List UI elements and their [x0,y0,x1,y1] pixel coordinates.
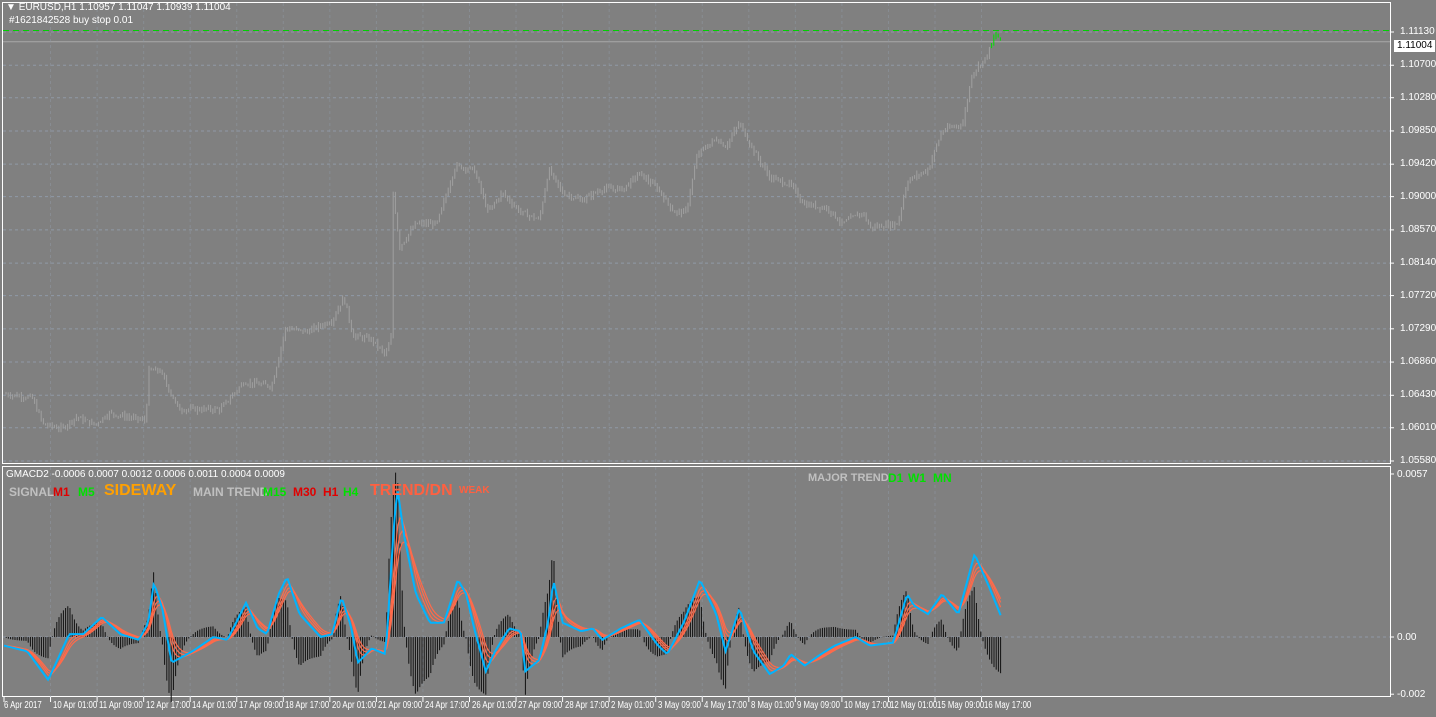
h1-label: H1 [323,485,339,499]
price-tick-label: 1.06430 [1400,389,1436,401]
time-tick-label: 18 Apr 17:00 [285,700,330,711]
d1-label: D1 [888,471,904,485]
major-trend-label: MAJOR TREND [808,472,889,484]
indicator-tick-label: 0.0057 [1397,468,1428,480]
price-panel-border [2,2,1391,464]
macd-line [3,491,1002,682]
m15-label: M15 [263,485,287,499]
main-trend-label: MAIN TREND [193,485,269,499]
indicator-tick-label: -0.002 [1397,689,1426,701]
price-tick-label: 1.08140 [1400,257,1436,269]
time-tick-label: 27 Apr 09:00 [518,700,563,711]
time-tick-label: 8 May 01:00 [750,700,794,711]
time-tick-label: 15 May 09:00 [937,700,985,711]
time-tick-label: 12 Apr 17:00 [145,700,190,711]
price-tick-label: 1.07720 [1400,289,1436,301]
time-tick-label: 16 May 17:00 [983,700,1031,711]
time-tick-label: 12 May 01:00 [890,700,938,711]
trend-strength-label: WEAK [459,485,490,496]
price-tick-label: 1.08570 [1400,223,1436,235]
signal-label: SIGNAL [9,485,55,499]
time-tick-label: 14 Apr 01:00 [192,700,237,711]
time-tick-label: 11 Apr 09:00 [99,700,143,711]
price-tick-label: 1.06860 [1400,356,1436,368]
time-tick-label: 10 May 17:00 [843,700,892,711]
time-tick-label: 4 May 17:00 [704,700,748,711]
price-tick-label: 1.10700 [1400,59,1436,71]
price-tick-label: 1.11130 [1400,26,1435,37]
indicator-tick-label: 0.00 [1397,632,1417,643]
time-tick-label: 28 Apr 17:00 [564,700,609,711]
price-tick-label: 1.09420 [1400,158,1436,170]
price-tick-label: 1.10280 [1400,91,1436,103]
time-tick-label: 6 Apr 2017 [4,700,42,711]
m1-label: M1 [53,485,70,499]
chart-header: ▼ EURUSD,H1 1.10957 1.11047 1.10939 1.11… [6,2,231,14]
price-tick-label: 1.09000 [1400,190,1436,202]
time-tick-label: 2 May 01:00 [611,700,655,711]
h4-label: H4 [343,485,359,499]
symbol-ohlc: EURUSD,H1 1.10957 1.11047 1.10939 1.1100… [18,2,231,13]
price-tick-label: 1.05580 [1400,455,1436,466]
time-tick-label: 20 Apr 01:00 [331,700,377,711]
indicator-title: GMACD2 -0.0006 0.0007 0.0012 0.0006 0.00… [6,469,285,480]
trend-direction-label: TREND/DN [370,482,453,499]
time-tick-label: 26 Apr 01:00 [471,700,516,711]
price-tick-label: 1.07290 [1400,322,1436,334]
buy-stop-order-label: #1621842528 buy stop 0.01 [9,15,133,26]
collapse-triangle-icon[interactable]: ▼ [6,2,16,13]
sideway-label: SIDEWAY [104,482,177,499]
time-tick-label: 3 May 09:00 [657,700,701,711]
time-tick-label: 21 Apr 09:00 [378,700,423,711]
signal-line [3,541,1002,672]
time-tick-label: 9 May 09:00 [797,700,841,711]
price-tick-label: 1.06010 [1400,421,1436,433]
w1-label: W1 [908,471,926,485]
time-tick-label: 10 Apr 01:00 [52,700,97,711]
signal-line [3,517,1002,676]
indicator-panel-border [2,466,1391,697]
time-tick-label: 24 Apr 17:00 [424,700,470,711]
time-tick-label: 17 Apr 09:00 [238,700,283,711]
mn-label: MN [933,471,952,485]
current-price-label: 1.11004 [1394,39,1436,52]
m30-label: M30 [293,485,317,499]
price-tick-label: 1.09850 [1400,124,1436,136]
m5-label: M5 [78,485,95,499]
